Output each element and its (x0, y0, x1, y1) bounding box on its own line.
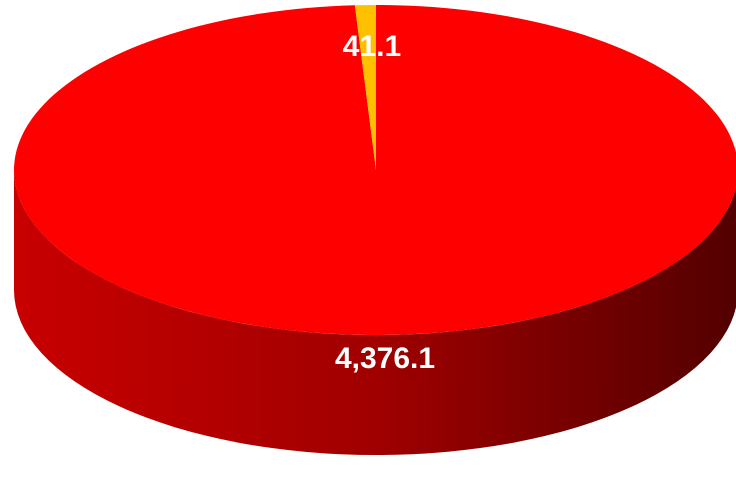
pie-side-wall (14, 170, 736, 455)
pie-slice-0 (14, 5, 736, 335)
slice-label-small: 41.1 (343, 30, 401, 63)
pie-labels-group: 41.1 4,376.1 (335, 30, 435, 375)
pie-slice-1 (354, 5, 376, 170)
pie-side-group (14, 170, 736, 455)
pie-top-group (14, 5, 736, 335)
slice-label-large: 4,376.1 (335, 342, 435, 375)
